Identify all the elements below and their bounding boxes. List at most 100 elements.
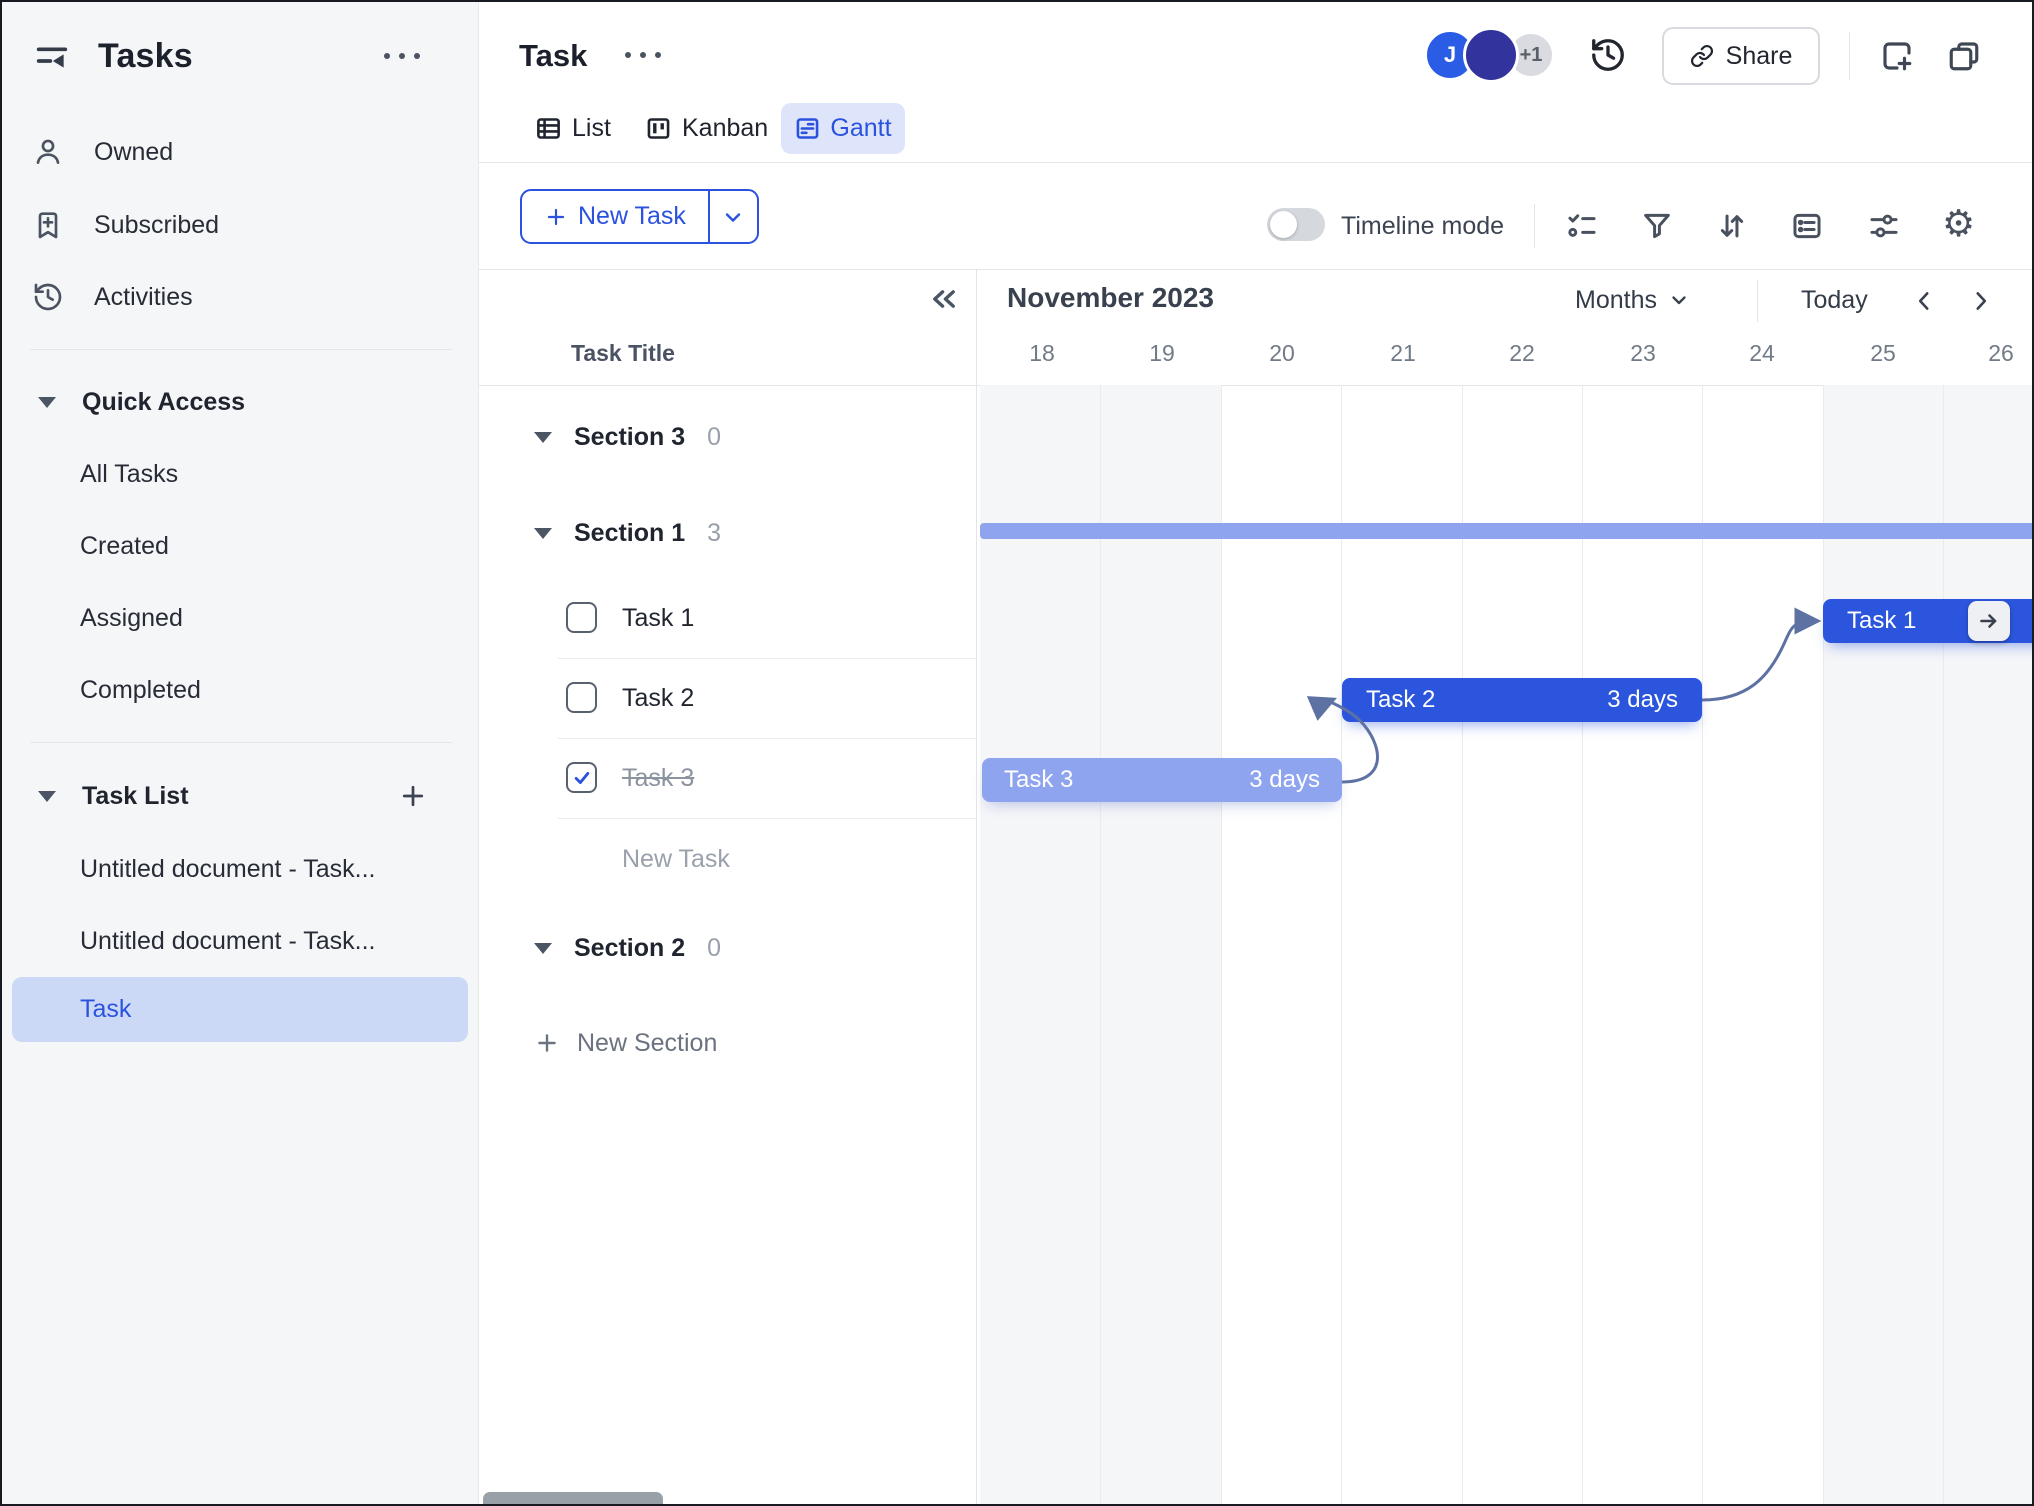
sidebar-section-quick-access[interactable]: Quick Access [38,366,452,438]
main-area: Task J +1 Share [479,2,2032,1504]
gantt-header-divider [1757,280,1758,322]
new-task-placeholder[interactable]: New Task [622,845,730,873]
caret-down-icon[interactable] [38,396,56,408]
task-title[interactable]: Task 1 [622,604,695,632]
day-tick: 19 [1149,340,1175,366]
sidebar-item-owned[interactable]: Owned [32,116,452,188]
caret-down-icon[interactable] [534,942,552,954]
day-tick: 24 [1749,340,1775,366]
avatar[interactable] [1463,27,1519,83]
section-row-2[interactable]: Section 2 0 [534,921,721,975]
sidebar-section-label: Task List [82,781,189,810]
grid-line [1221,385,1222,1504]
scale-select[interactable]: Months [1575,282,1691,318]
collapse-panel-icon[interactable] [927,282,961,316]
day-tick: 25 [1870,340,1896,366]
new-task-button[interactable]: New Task [520,189,759,244]
sidebar-item-all-tasks[interactable]: All Tasks [80,438,452,510]
new-section-button[interactable]: New Section [534,1016,717,1070]
sidebar-item-label: Task [80,995,132,1023]
sidebar-item-activities[interactable]: Activities [32,261,452,333]
day-tick: 21 [1390,340,1416,366]
section-row-1[interactable]: Section 1 3 [534,506,721,560]
open-window-icon[interactable] [1946,38,1982,74]
tab-kanban[interactable]: Kanban [645,103,768,154]
day-tick: 18 [1029,340,1055,366]
tabs-divider [479,162,2032,163]
timeline-mode-toggle[interactable] [1267,208,1325,241]
bar-duration: 3 days [1607,686,1678,713]
checklist-icon[interactable] [1565,209,1599,243]
today-button[interactable]: Today [1801,286,1868,314]
gantt-bar-task3[interactable]: Task 3 3 days [982,758,1342,802]
bookmark-plus-icon [32,209,64,241]
section-count: 0 [707,422,722,451]
add-list-icon[interactable] [398,781,428,811]
chevron-down-icon [1667,288,1691,312]
list-view-icon [535,115,562,142]
tab-label: List [572,114,611,142]
grid-line [1582,385,1583,1504]
sidebar-item-document-2[interactable]: Untitled document - Task... [80,905,452,977]
task-checkbox-checked[interactable] [566,762,597,793]
share-button[interactable]: Share [1662,27,1820,85]
caret-down-icon[interactable] [534,431,552,443]
day-tick: 22 [1509,340,1535,366]
gantt-header-bottom-border [479,385,2032,386]
sidebar-item-created[interactable]: Created [80,510,452,582]
task-checkbox[interactable] [566,682,597,713]
bar-link-arrow-button[interactable] [1968,601,2010,641]
sidebar-item-assigned[interactable]: Assigned [80,582,452,654]
page-title: Task [519,38,588,73]
horizontal-scrollbar-thumb[interactable] [483,1492,663,1504]
new-board-icon[interactable] [1879,38,1915,74]
tab-gantt[interactable]: Gantt [781,103,905,154]
task-title-completed[interactable]: Task 3 [622,764,695,792]
gear-icon[interactable]: ⚙ [1942,203,1976,244]
sidebar-item-subscribed[interactable]: Subscribed [32,189,452,261]
detail-card-icon[interactable] [1790,209,1824,243]
sidebar-menu-button[interactable] [384,53,420,59]
caret-down-icon[interactable] [38,790,56,802]
tab-label: Gantt [830,114,892,142]
arrow-right-icon [1980,614,1997,628]
sidebar-item-document-1[interactable]: Untitled document - Task... [80,833,452,905]
sidebar-item-label: Subscribed [94,210,220,239]
scale-label: Months [1575,285,1657,314]
gantt-month-label: November 2023 [1007,282,1215,313]
chevron-left-icon[interactable] [1911,288,1937,314]
filter-icon[interactable] [1640,209,1674,243]
history-icon[interactable] [1589,36,1627,74]
caret-down-icon[interactable] [534,527,552,539]
panel-chart-divider [976,269,977,1504]
plus-icon [534,1030,560,1056]
history-icon [32,281,64,313]
new-task-dropdown-button[interactable] [710,191,757,242]
display-settings-icon[interactable] [1867,209,1901,243]
sidebar-item-label: Owned [94,137,174,166]
tab-list[interactable]: List [535,103,611,154]
sidebar-item-completed[interactable]: Completed [80,654,452,726]
link-icon [1690,44,1714,68]
sort-icon[interactable] [1715,209,1749,243]
gantt-top-border [479,269,2032,270]
row-divider [558,658,976,659]
section-summary-bar[interactable] [980,523,2032,539]
day-tick: 26 [1988,340,2014,366]
grid-line [1702,385,1703,1504]
bar-label: Task 1 [1847,607,1917,634]
collapse-sidebar-icon[interactable] [32,36,72,76]
section-row-3[interactable]: Section 3 0 [534,410,721,464]
chevron-right-icon[interactable] [1968,288,1994,314]
task-title[interactable]: Task 2 [622,684,695,712]
gantt-bar-task2[interactable]: Task 2 3 days [1342,678,1702,722]
grid-line [1823,385,1824,1504]
section-label: Section 1 [574,518,686,547]
sidebar-item-task-selected[interactable]: Task [12,977,468,1042]
bar-label: Task 2 [1366,686,1436,713]
page-menu-button[interactable] [625,52,661,58]
sidebar-section-task-list[interactable]: Task List [38,760,452,832]
sidebar-item-label: All Tasks [80,459,179,488]
task-checkbox[interactable] [566,602,597,633]
